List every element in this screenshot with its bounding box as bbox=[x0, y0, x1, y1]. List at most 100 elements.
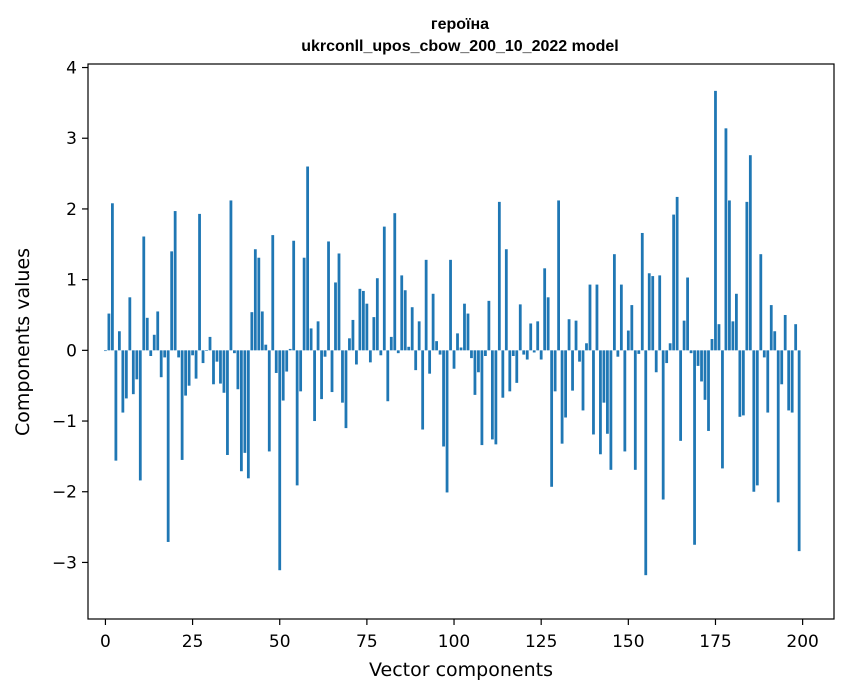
bar-144 bbox=[606, 350, 609, 434]
bar-84 bbox=[396, 350, 400, 354]
bar-51 bbox=[281, 350, 285, 401]
bar-39 bbox=[239, 350, 243, 472]
bar-74 bbox=[362, 290, 365, 351]
bar-197 bbox=[790, 350, 794, 413]
bar-109 bbox=[484, 350, 487, 356]
bar-167 bbox=[686, 277, 689, 351]
bar-16 bbox=[159, 350, 163, 378]
bar-151 bbox=[630, 305, 634, 351]
bar-34 bbox=[222, 350, 226, 393]
bar-45 bbox=[260, 311, 264, 351]
y-tick-label: 2 bbox=[66, 200, 77, 220]
bar-184 bbox=[745, 201, 749, 351]
bar-32 bbox=[215, 350, 219, 362]
bar-47 bbox=[267, 350, 271, 452]
bar-126 bbox=[543, 268, 547, 351]
bar-199 bbox=[797, 350, 801, 552]
bar-20 bbox=[173, 211, 177, 351]
bar-160 bbox=[661, 350, 665, 500]
bar-21 bbox=[177, 350, 181, 358]
bar-198 bbox=[794, 324, 798, 351]
bar-30 bbox=[208, 336, 212, 351]
bar-118 bbox=[515, 350, 519, 383]
bar-35 bbox=[226, 350, 229, 455]
bar-6 bbox=[124, 350, 128, 399]
bar-1 bbox=[107, 313, 111, 351]
bar-48 bbox=[271, 235, 275, 351]
bar-183 bbox=[741, 350, 745, 416]
bar-33 bbox=[219, 350, 222, 384]
bar-129 bbox=[553, 350, 557, 392]
bar-147 bbox=[616, 350, 620, 357]
bar-172 bbox=[703, 350, 707, 400]
bar-26 bbox=[194, 350, 198, 379]
bar-43 bbox=[253, 249, 257, 351]
bar-106 bbox=[473, 350, 477, 395]
bar-54 bbox=[292, 240, 296, 351]
bar-59 bbox=[309, 328, 313, 351]
x-tick-label: 200 bbox=[786, 632, 818, 652]
bar-115 bbox=[504, 249, 508, 351]
bar-146 bbox=[612, 254, 616, 351]
bar-177 bbox=[721, 350, 724, 469]
bar-82 bbox=[389, 336, 393, 351]
x-tick-label: 0 bbox=[100, 632, 111, 652]
x-tick-label: 75 bbox=[356, 632, 378, 652]
bar-101 bbox=[456, 333, 459, 351]
x-tick-label: 150 bbox=[612, 632, 644, 652]
bar-132 bbox=[564, 350, 567, 418]
bar-67 bbox=[337, 253, 341, 351]
x-tick-label: 175 bbox=[699, 632, 731, 652]
bar-23 bbox=[184, 350, 187, 396]
bar-121 bbox=[525, 350, 529, 360]
bar-81 bbox=[386, 350, 390, 402]
bar-182 bbox=[738, 350, 742, 417]
bar-107 bbox=[477, 350, 480, 373]
bar-156 bbox=[647, 273, 651, 351]
bar-124 bbox=[536, 321, 540, 351]
bar-179 bbox=[728, 200, 731, 351]
bar-52 bbox=[285, 350, 289, 372]
y-tick-label: 0 bbox=[66, 341, 77, 361]
bar-86 bbox=[403, 290, 407, 351]
bar-69 bbox=[344, 350, 348, 429]
bar-7 bbox=[128, 297, 132, 351]
bar-189 bbox=[762, 350, 766, 358]
bar-173 bbox=[707, 350, 710, 431]
bar-25 bbox=[191, 350, 194, 356]
y-tick-label: −1 bbox=[52, 412, 77, 432]
bar-63 bbox=[323, 350, 327, 357]
bar-136 bbox=[578, 350, 581, 362]
bar-111 bbox=[490, 350, 494, 440]
bar-44 bbox=[257, 257, 261, 351]
bar-18 bbox=[166, 350, 170, 542]
bar-141 bbox=[595, 284, 599, 351]
bar-42 bbox=[250, 312, 254, 351]
bar-187 bbox=[755, 350, 759, 486]
bar-77 bbox=[372, 317, 376, 351]
bar-99 bbox=[449, 259, 452, 351]
bar-22 bbox=[180, 350, 184, 460]
bar-94 bbox=[431, 293, 435, 351]
chart-title: героїна bbox=[431, 16, 489, 33]
bar-71 bbox=[351, 319, 355, 351]
bar-46 bbox=[264, 344, 268, 351]
bar-128 bbox=[550, 350, 554, 487]
bar-180 bbox=[731, 321, 735, 351]
plot-frame bbox=[87, 63, 835, 620]
y-tick-label: −3 bbox=[52, 553, 77, 573]
bar-27 bbox=[198, 213, 201, 351]
bar-90 bbox=[417, 321, 421, 351]
bar-135 bbox=[574, 320, 578, 351]
x-tick-label: 25 bbox=[182, 632, 204, 652]
bar-186 bbox=[752, 350, 756, 492]
bar-159 bbox=[658, 275, 662, 351]
bar-55 bbox=[295, 350, 299, 486]
bar-36 bbox=[229, 200, 233, 351]
bar-38 bbox=[236, 350, 240, 390]
bar-137 bbox=[581, 350, 585, 411]
bar-5 bbox=[121, 350, 125, 413]
bars-group bbox=[104, 90, 801, 576]
bar-93 bbox=[428, 350, 432, 374]
bar-150 bbox=[626, 330, 630, 351]
